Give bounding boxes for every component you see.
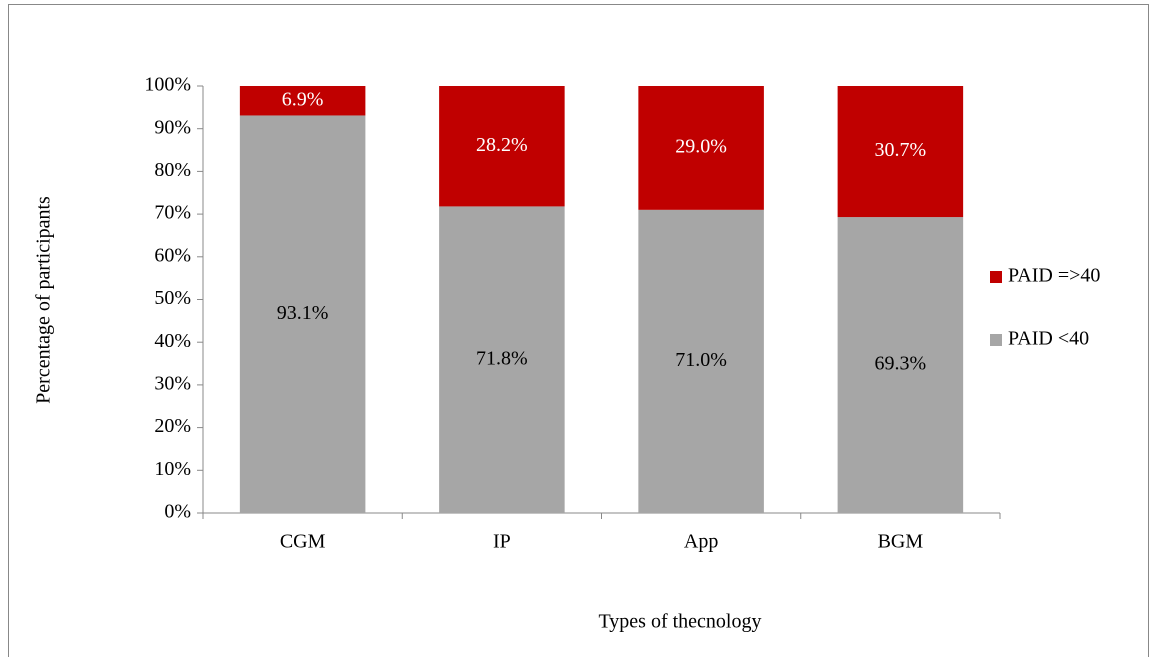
y-tick-label: 90%: [154, 116, 191, 138]
bar-segment: [638, 209, 764, 513]
x-tick-label: App: [684, 531, 718, 553]
data-label: 28.2%: [476, 134, 528, 156]
x-axis-title: Types of thecnology: [598, 611, 761, 633]
bar-segment: [239, 86, 366, 116]
y-tick-label: 30%: [154, 372, 191, 394]
bar-segment: [638, 86, 764, 210]
data-label: 69.3%: [875, 353, 927, 375]
data-label: 71.0%: [675, 349, 727, 371]
y-tick-label: 60%: [154, 244, 191, 266]
legend-swatch: [990, 334, 1002, 346]
bar-segment: [239, 115, 366, 513]
data-label: 6.9%: [282, 88, 324, 110]
y-tick-label: 10%: [154, 458, 191, 480]
y-axis-title: Percentage of participants: [33, 196, 55, 404]
y-tick-label: 50%: [154, 287, 191, 309]
bar-segment: [439, 206, 565, 513]
y-tick-label: 0%: [164, 501, 191, 523]
y-tick-label: 100%: [144, 74, 191, 96]
x-tick-label: BGM: [878, 531, 924, 553]
y-tick-label: 70%: [154, 202, 191, 224]
bar-segment: [439, 86, 565, 207]
y-tick-label: 20%: [154, 415, 191, 437]
x-tick-label: CGM: [280, 531, 326, 553]
legend-label: PAID <40: [1008, 328, 1089, 350]
legend-label: PAID =>40: [1008, 265, 1100, 287]
x-tick-label: IP: [493, 531, 511, 553]
legend-swatch: [990, 271, 1002, 283]
data-label: 30.7%: [875, 139, 927, 161]
chart-frame: [8, 4, 1149, 657]
data-label: 29.0%: [675, 136, 727, 158]
y-tick-label: 40%: [154, 330, 191, 352]
y-tick-label: 80%: [154, 159, 191, 181]
data-label: 93.1%: [277, 302, 329, 324]
data-label: 71.8%: [476, 347, 528, 369]
bar-segment: [837, 86, 964, 218]
bar-segment: [837, 217, 964, 514]
